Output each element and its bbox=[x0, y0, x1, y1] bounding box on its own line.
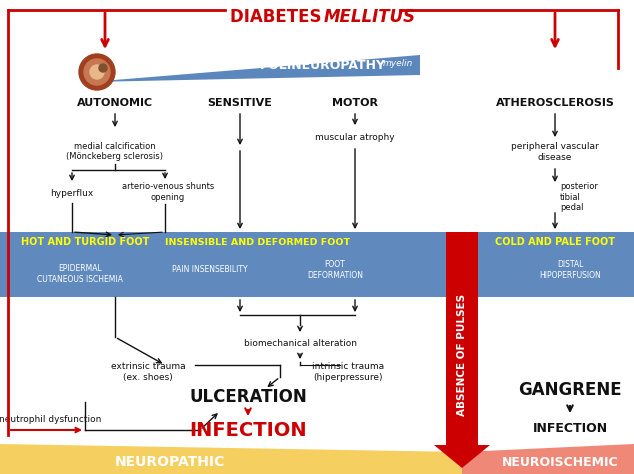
Text: PAIN INSENSEBILITY: PAIN INSENSEBILITY bbox=[172, 265, 248, 274]
Circle shape bbox=[79, 54, 115, 90]
Polygon shape bbox=[434, 232, 490, 468]
Text: EPIDERMAL
CUTANEOUS ISCHEMIA: EPIDERMAL CUTANEOUS ISCHEMIA bbox=[37, 264, 123, 284]
Text: POLINEUROPATHY: POLINEUROPATHY bbox=[260, 58, 386, 72]
Text: DISTAL
HIPOPERFUSION: DISTAL HIPOPERFUSION bbox=[539, 260, 601, 280]
Text: hyperflux: hyperflux bbox=[50, 190, 94, 199]
Text: HOT AND TURGID FOOT: HOT AND TURGID FOOT bbox=[21, 237, 149, 247]
Text: MELLITUS: MELLITUS bbox=[324, 8, 416, 26]
Text: peripheral vascular
disease: peripheral vascular disease bbox=[511, 142, 599, 162]
Text: COLD AND PALE FOOT: COLD AND PALE FOOT bbox=[495, 237, 615, 247]
Text: MOTOR: MOTOR bbox=[332, 98, 378, 108]
Circle shape bbox=[84, 59, 110, 85]
Text: INFECTION: INFECTION bbox=[189, 421, 307, 440]
Text: GANGRENE: GANGRENE bbox=[518, 381, 622, 399]
Circle shape bbox=[99, 64, 107, 72]
Text: ULCERATION: ULCERATION bbox=[189, 388, 307, 406]
Text: AUTONOMIC: AUTONOMIC bbox=[77, 98, 153, 108]
Text: FOOT
DEFORMATION: FOOT DEFORMATION bbox=[307, 260, 363, 280]
Text: DIABETES: DIABETES bbox=[230, 8, 327, 26]
Text: NEUROPATHIC: NEUROPATHIC bbox=[115, 455, 225, 469]
Polygon shape bbox=[90, 55, 420, 82]
Text: intrinsic trauma
(hiperpressure): intrinsic trauma (hiperpressure) bbox=[312, 362, 384, 382]
Text: ATHEROSCLEROSIS: ATHEROSCLEROSIS bbox=[496, 98, 614, 108]
Text: extrinsic trauma
(ex. shoes): extrinsic trauma (ex. shoes) bbox=[111, 362, 185, 382]
Text: INSENSIBLE AND DEFORMED FOOT: INSENSIBLE AND DEFORMED FOOT bbox=[165, 237, 351, 246]
Text: ABSENCE OF PULSES: ABSENCE OF PULSES bbox=[457, 294, 467, 416]
Text: medial calcification
(Mönckeberg sclerosis): medial calcification (Mönckeberg scleros… bbox=[67, 142, 164, 162]
Text: neutrophil dysfunction: neutrophil dysfunction bbox=[0, 416, 101, 425]
Text: NEUROISCHEMIC: NEUROISCHEMIC bbox=[501, 456, 618, 468]
Bar bbox=[0, 232, 634, 297]
Text: arterio-venous shunts
opening: arterio-venous shunts opening bbox=[122, 182, 214, 202]
Text: biomechanical alteration: biomechanical alteration bbox=[243, 338, 356, 347]
Text: SENSITIVE: SENSITIVE bbox=[207, 98, 273, 108]
Text: INFECTION: INFECTION bbox=[533, 421, 607, 435]
Text: posterior
tibial
pedal: posterior tibial pedal bbox=[560, 182, 598, 212]
Polygon shape bbox=[0, 444, 462, 474]
Circle shape bbox=[90, 65, 104, 79]
Text: muscular atrophy: muscular atrophy bbox=[315, 133, 395, 142]
Polygon shape bbox=[462, 444, 634, 474]
Text: myelin: myelin bbox=[383, 58, 413, 67]
